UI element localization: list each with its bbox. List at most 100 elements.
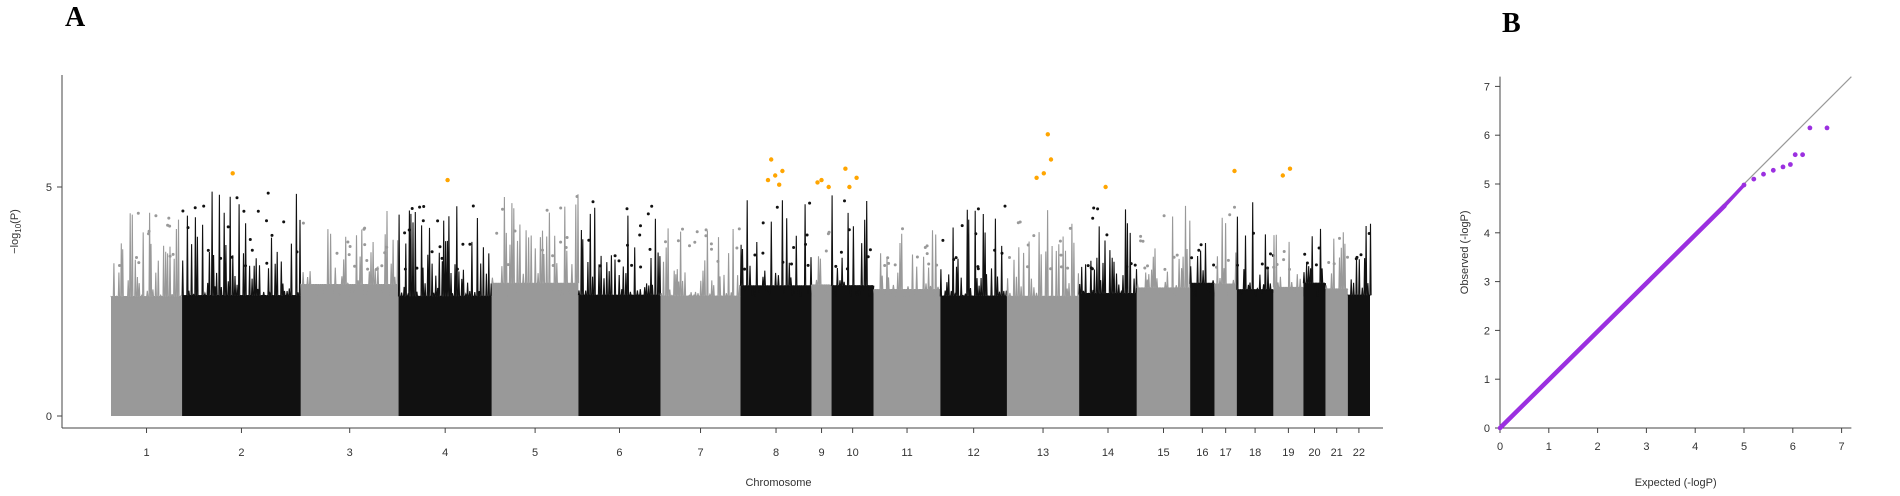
manhattan-x-axis-title: Chromosome [745, 477, 811, 489]
chromosome-4-block [397, 204, 493, 416]
chromosome-10-point [868, 248, 872, 252]
chromosome-20-point [1303, 252, 1307, 256]
chromosome-13-point [1049, 267, 1053, 271]
chromosome-11-point [935, 263, 939, 267]
chromosome-15-point [1139, 239, 1143, 243]
chromosome-2-point [242, 209, 246, 213]
chromosome-18-point [1252, 231, 1255, 235]
chromosome-12-point [974, 232, 978, 236]
chromosome-1-point [118, 264, 121, 267]
chromosome-4-point [440, 256, 444, 260]
chromosome-13-point [1018, 220, 1022, 224]
qq-tail-point [1807, 125, 1813, 131]
significant-hit-point [445, 177, 450, 183]
chromosome-14-dense-region [1079, 293, 1137, 416]
chromosome-14-point [1105, 233, 1109, 237]
chromosome-2-point [266, 191, 270, 195]
chromosome-5-point [545, 208, 549, 212]
qq-tail-point [1788, 162, 1793, 167]
significant-hit-point [815, 180, 820, 185]
significant-hit-point [230, 171, 235, 176]
significant-hit-point [1034, 175, 1039, 180]
qq-x-tick-label: 6 [1790, 441, 1796, 453]
qq-x-tick-label: 2 [1595, 441, 1601, 453]
chromosome-1-point [137, 261, 141, 265]
chromosome-5-point [565, 236, 569, 239]
chromosome-15-point [1175, 253, 1179, 257]
chromosome-17-point [1228, 213, 1232, 217]
significant-hit-point [854, 175, 859, 180]
chromosome-5-point [559, 206, 563, 210]
chromosome-3-point [363, 226, 367, 230]
significant-hit-point [1041, 171, 1047, 176]
manhattan-y-tick-label: 5 [46, 182, 52, 194]
significant-hit-point [826, 184, 831, 190]
qq-tail-point [1751, 176, 1757, 182]
chromosome-16-block [1189, 242, 1216, 416]
chromosome-6-strands [577, 207, 662, 298]
chromosome-8-block [739, 200, 813, 416]
manhattan-y-axis-title-rest: (P) [9, 209, 21, 224]
chromosome-4-dense-region [398, 296, 492, 416]
significant-hit-point [819, 177, 824, 183]
qq-y-axis-title: Observed (-logP) [1459, 210, 1471, 294]
chromosome-8-tick-label: 8 [773, 447, 779, 459]
chromosome-14-point [1090, 267, 1094, 271]
qq-tail-point [1800, 152, 1805, 158]
chromosome-15-point [1162, 214, 1166, 218]
chromosome-7-point [709, 242, 713, 246]
chromosome-4-point [468, 242, 472, 246]
chromosome-7-point [693, 240, 697, 244]
chromosome-16-point [1212, 263, 1216, 267]
chromosome-5-dense-region [491, 283, 579, 416]
chromosome-11-point [883, 264, 887, 267]
chromosome-8-point [806, 263, 810, 267]
chromosome-7-strands [660, 228, 741, 298]
chromosome-16-tick-label: 16 [1196, 447, 1208, 459]
chromosome-21-block [1325, 232, 1349, 416]
chromosome-1-point [136, 211, 140, 215]
chromosome-2-point [202, 204, 206, 208]
chromosome-15-point [1141, 239, 1145, 243]
chromosome-9-point [827, 230, 831, 234]
chromosome-5-point [541, 248, 544, 252]
chromosome-7-point [688, 244, 691, 248]
chromosome-10-block [830, 195, 875, 416]
chromosome-14-tick-label: 14 [1102, 447, 1114, 459]
chromosome-13-point [1008, 256, 1011, 259]
chromosome-8-strands [739, 200, 813, 297]
chromosome-13-dense-region [1006, 296, 1080, 416]
chromosome-22-tick-label: 22 [1353, 447, 1365, 459]
chromosome-6-point [648, 247, 652, 251]
chromosome-2-point [206, 248, 210, 252]
chromosome-8-point [781, 260, 785, 264]
chromosome-4-point [471, 204, 475, 208]
chromosome-5-point [501, 207, 504, 211]
chromosome-2-point [244, 264, 247, 268]
chromosome-13-tick-label: 13 [1037, 447, 1049, 459]
chromosome-15-point [1143, 266, 1147, 270]
chromosome-17-point [1215, 265, 1218, 269]
chromosome-21-point [1338, 236, 1341, 240]
chromosome-19-point [1282, 250, 1286, 253]
chromosome-5-point [559, 240, 563, 244]
manhattan-y-axis-title-sub: 10 [14, 223, 23, 232]
chromosome-19-tick-label: 19 [1282, 447, 1294, 459]
chromosome-2-point [219, 256, 223, 260]
chromosome-7-point [710, 247, 713, 251]
chromosome-6-block [577, 200, 662, 416]
chromosome-5-block [491, 194, 580, 416]
chromosome-1-tick-label: 1 [143, 447, 149, 459]
chromosome-17-block [1214, 205, 1237, 416]
chromosome-5-tick-label: 5 [532, 447, 538, 459]
significant-hit-point [773, 173, 778, 178]
chromosome-2-point [226, 225, 230, 229]
significant-hit-point [847, 184, 852, 190]
chromosome-11-point [893, 263, 897, 267]
chromosome-10-point [834, 264, 838, 268]
qq-x-tick-label: 0 [1497, 441, 1503, 453]
chromosome-2-point [186, 226, 190, 230]
qq-tail-point [1770, 167, 1776, 173]
chromosome-1-point [167, 216, 171, 220]
